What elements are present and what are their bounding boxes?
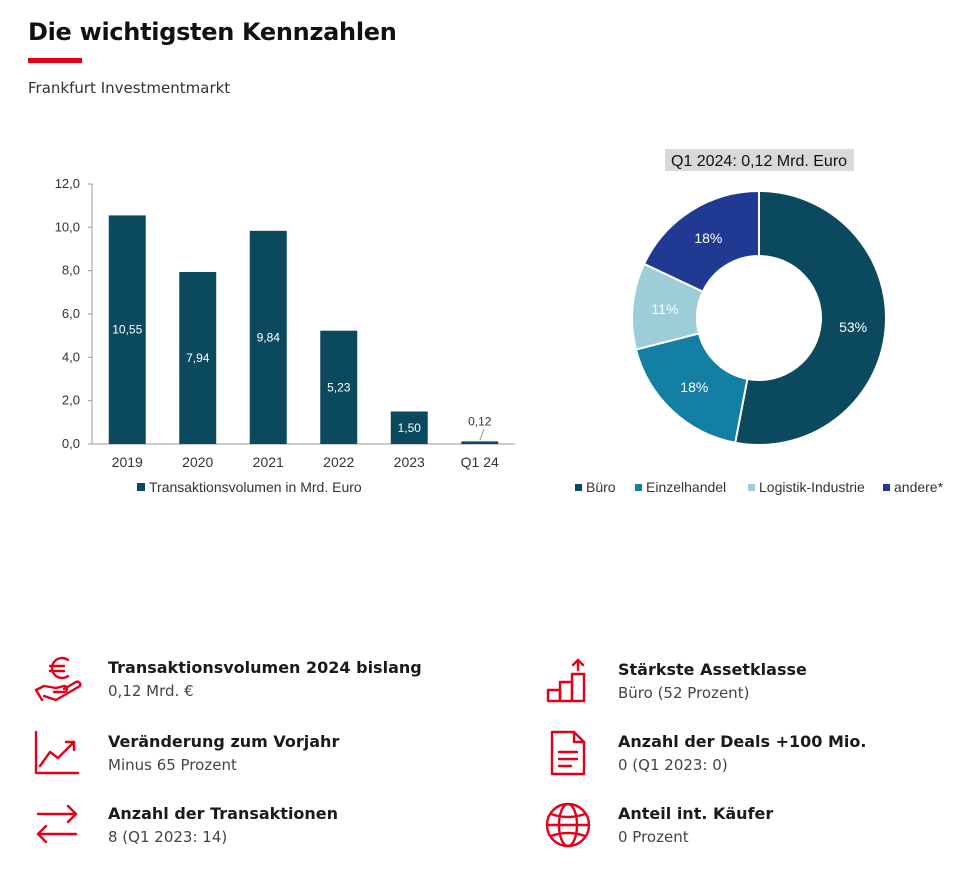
kpi-value: 0 (Q1 2023: 0): [618, 756, 728, 774]
kpi-value: Minus 65 Prozent: [108, 756, 237, 774]
transfer-arrows-icon: [36, 804, 78, 844]
data-label: 1,50: [398, 421, 422, 435]
kpi-value: Büro (52 Prozent): [618, 684, 750, 702]
donut-chart: Q1 2024: 0,12 Mrd. Euro 53% 18% 11% 18% Büro E…: [575, 149, 944, 495]
x-tick-label: 2023: [394, 454, 425, 470]
legend-swatch: [137, 483, 145, 491]
kpi-label: Anzahl der Transaktionen: [108, 804, 339, 823]
kpi-label: Anteil int. Käufer: [618, 804, 774, 823]
y-tick-label: 4,0: [62, 349, 80, 364]
kpi-label: Veränderung zum Vorjahr: [108, 732, 340, 751]
legend-label: Transaktionsvolumen in Mrd. Euro: [149, 479, 362, 495]
y-tick-label: 10,0: [55, 219, 80, 234]
slice-label: 18%: [680, 379, 708, 395]
donut-slice: [734, 189, 887, 446]
slice-label: 53%: [839, 319, 867, 335]
page-title: Die wichtigsten Kennzahlen: [28, 18, 397, 46]
x-tick-label: Q1 24: [461, 454, 499, 470]
data-label-leader: [479, 429, 485, 441]
trend-chart-icon: [34, 730, 80, 775]
y-tick-label: 8,0: [62, 263, 80, 278]
legend-label: Einzelhandel: [646, 479, 726, 495]
kpi-value: 0 Prozent: [618, 828, 689, 846]
kpi-label: Stärkste Assetklasse: [618, 660, 807, 679]
data-label: 0,12: [468, 414, 492, 428]
kpi-label: Anzahl der Deals +100 Mio.: [618, 732, 867, 751]
bar: [390, 411, 428, 444]
chart-title-box: [665, 149, 854, 171]
x-tick-label: 2021: [253, 454, 284, 470]
x-tick-label: 2019: [112, 454, 143, 470]
x-tick-label: 2020: [182, 454, 213, 470]
bar: [320, 330, 358, 444]
data-label: 5,23: [327, 380, 351, 394]
legend-swatch: [748, 484, 755, 491]
slice-label: 18%: [694, 230, 722, 246]
data-label: 7,94: [186, 351, 210, 365]
donut-slice: [634, 332, 749, 444]
bar: [108, 215, 146, 444]
donut-slice: [642, 189, 760, 293]
title-accent-bar: [28, 58, 82, 63]
legend-label: Logistik-Industrie: [759, 479, 865, 495]
kpi-label: Transaktionsvolumen 2024 bislang: [108, 658, 422, 677]
legend-swatch: [883, 484, 890, 491]
x-tick-label: 2022: [323, 454, 354, 470]
slice-label: 11%: [651, 301, 678, 317]
page-subtitle: Frankfurt Investmentmarkt: [28, 79, 231, 97]
document-icon: [550, 730, 586, 776]
bar-growth-icon: [546, 658, 586, 703]
y-tick-label: 0,0: [62, 436, 80, 451]
bar: [179, 271, 217, 444]
bar-chart: 0,0 2,0 4,0 6,0 8,0 10,0 12,0 2019 10,55 2020 7,94…: [55, 176, 515, 495]
y-tick-label: 12,0: [55, 176, 80, 191]
bar: [461, 441, 499, 444]
euro-hand-icon: [34, 656, 82, 702]
legend-label: andere*: [894, 479, 944, 495]
bar: [249, 230, 287, 444]
legend-label: Büro: [586, 479, 616, 495]
globe-icon: [545, 802, 591, 848]
legend-swatch: [635, 484, 642, 491]
kpi-value: 8 (Q1 2023: 14): [108, 828, 228, 846]
data-label: 10,55: [112, 323, 142, 337]
legend-swatch: [575, 484, 582, 491]
y-tick-label: 2,0: [62, 393, 80, 408]
chart-title: Q1 2024: 0,12 Mrd. Euro: [671, 153, 847, 170]
kpi-value: 0,12 Mrd. €: [108, 682, 194, 700]
data-label: 9,84: [257, 330, 281, 344]
y-tick-label: 6,0: [62, 306, 80, 321]
